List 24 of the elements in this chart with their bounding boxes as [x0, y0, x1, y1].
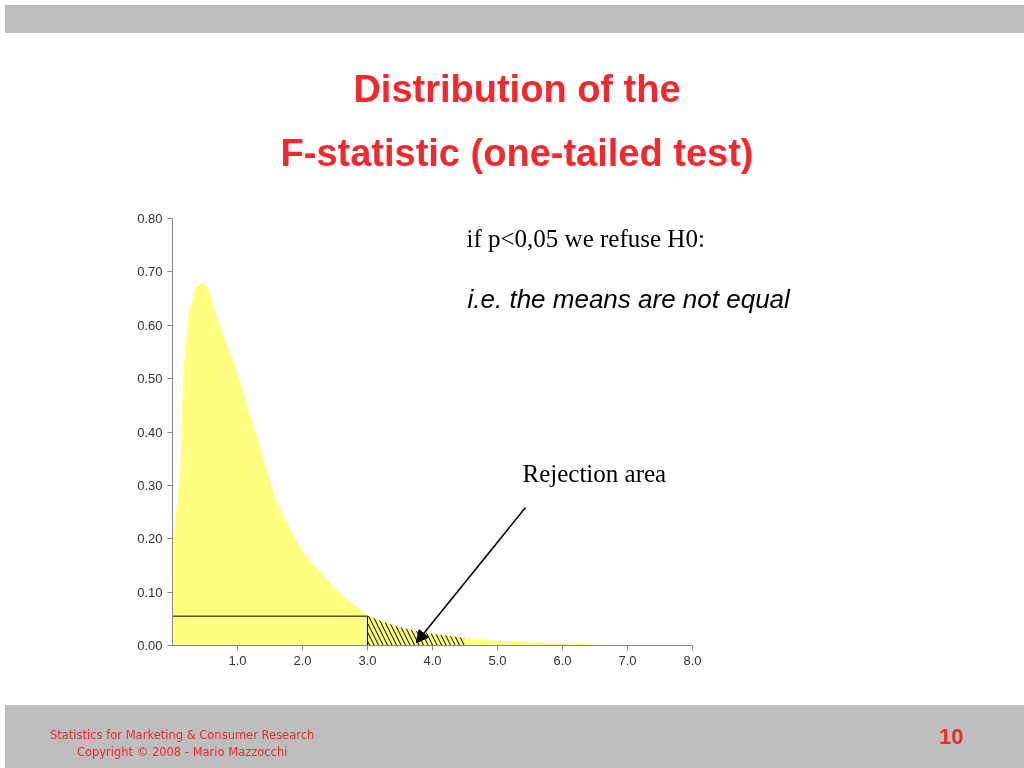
- annotation: Rejection area: [522, 460, 667, 487]
- y-tick-label: 0.10: [137, 584, 163, 600]
- y-tick-label: 0.70: [137, 264, 163, 280]
- x-tick-label: 3.0: [358, 652, 377, 668]
- x-tick-label: 8.0: [683, 652, 702, 668]
- x-tick-label: 6.0: [553, 652, 572, 668]
- y-tick-label: 0.60: [137, 317, 163, 333]
- x-tick-label: 1.0: [228, 652, 247, 668]
- x-tick-label: 5.0: [488, 652, 507, 668]
- x-tick-label: 4.0: [423, 652, 442, 668]
- text: 10: [939, 723, 964, 751]
- y-tick-label: 0.30: [137, 477, 163, 493]
- annotation: i.e. the means are not equal: [467, 283, 792, 314]
- y-tick-label: 0.00: [137, 638, 163, 653]
- y-tick-label: 0.40: [137, 424, 163, 440]
- annotation: if p<0,05 we refuse H0:: [466, 225, 705, 252]
- y-tick-label: 0.80: [137, 211, 163, 226]
- y-tick-label: 0.50: [137, 371, 163, 387]
- x-tick-label: 2.0: [293, 652, 312, 668]
- x-tick-label: 7.0: [618, 652, 637, 668]
- y-tick-label: 0.20: [137, 531, 163, 547]
- text: Copyright © 2008 - Mario Mazzocchi: [76, 745, 288, 759]
- chart-title: Distribution of the F-statistic (one-tailed test): [279, 67, 755, 176]
- text: Statistics for Marketing & Consumer Research: [50, 728, 315, 742]
